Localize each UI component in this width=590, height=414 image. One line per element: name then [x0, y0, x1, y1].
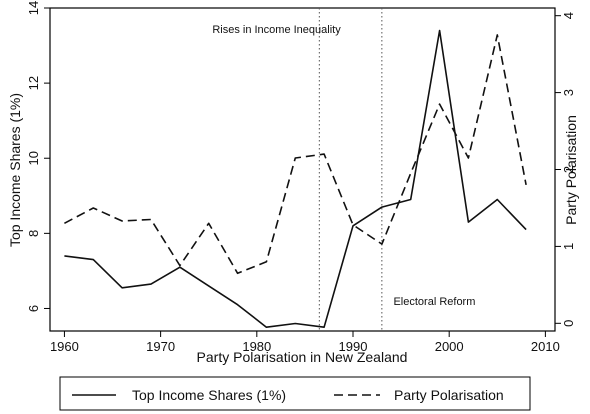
legend-label-top-income: Top Income Shares (1%)	[132, 387, 286, 403]
annotation-inequality: Rises in Income Inequality	[212, 24, 341, 36]
annotation-electoral-reform: Electoral Reform	[393, 296, 475, 308]
y-axis-right-label: Party Polarisation	[563, 115, 579, 225]
series-layer	[64, 29, 527, 329]
y-left-tick-label-0: 6	[26, 305, 41, 312]
y-right-tick-label-4: 4	[561, 12, 576, 19]
x-tick-label-2: 1980	[242, 339, 271, 354]
series-line-0	[64, 29, 527, 329]
y-axis-right: 0 1 2 3 4	[555, 12, 576, 327]
y-right-tick-label-3: 3	[561, 89, 576, 96]
x-tick-label-3: 1990	[339, 339, 368, 354]
y-left-tick-label-1: 8	[26, 230, 41, 237]
y-left-tick-label-2: 10	[26, 151, 41, 165]
x-tick-label-0: 1960	[50, 339, 79, 354]
x-axis-label: Party Polarisation in New Zealand	[197, 349, 408, 365]
x-tick-label-5: 2010	[531, 339, 560, 354]
y-right-tick-label-0: 0	[561, 320, 576, 327]
y-axis-left: 6 8 10 12 14	[26, 1, 50, 312]
x-axis: 1960 1970 1980 1990 2000 2010	[50, 331, 560, 354]
series-line-1	[64, 34, 527, 275]
reference-lines	[318, 8, 383, 331]
legend-box	[59, 376, 531, 411]
x-tick-label-1: 1970	[146, 339, 175, 354]
legend-label-party-polarisation: Party Polarisation	[394, 387, 504, 403]
y-right-tick-label-1: 1	[561, 243, 576, 250]
y-right-tick-label-2: 2	[561, 166, 576, 173]
y-axis-left-label: Top Income Shares (1%)	[7, 93, 23, 247]
y-left-tick-label-4: 14	[26, 1, 41, 15]
x-tick-label-4: 2000	[435, 339, 464, 354]
y-left-tick-label-3: 12	[26, 76, 41, 90]
legend: Top Income Shares (1%) Party Polarisatio…	[59, 376, 531, 411]
